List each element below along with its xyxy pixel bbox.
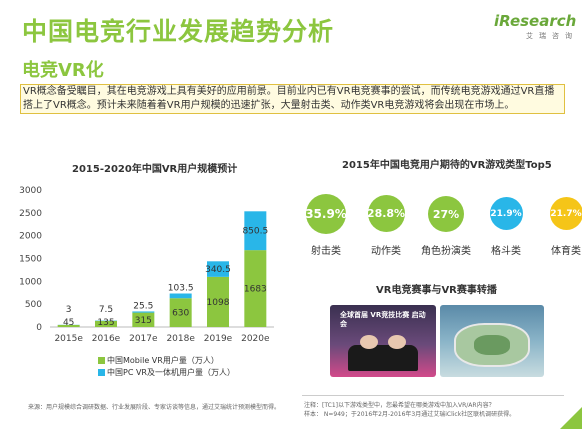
bar-pc-vr <box>207 261 229 277</box>
bar-pc-vr <box>244 211 267 251</box>
logo-text: iResearch <box>494 12 577 30</box>
bar-mobile-vr <box>132 312 155 327</box>
bubble-item: 21.7% 体育类 <box>536 194 582 257</box>
legend-swatch-mobile <box>98 356 105 364</box>
top5-chart-title: 2015年中国电竞用户期待的VR游戏类型Top5 <box>342 160 552 171</box>
brand-logo: iResearch 艾瑞咨询 <box>494 12 578 52</box>
bar-mobile-vr <box>207 276 229 327</box>
data-label-pc: 3 <box>66 305 72 315</box>
logo-subtext: 艾瑞咨询 <box>526 32 578 40</box>
vr-event-photo: 全球首届 VR竞技比赛 启动会 <box>330 305 436 377</box>
x-tick-label: 2019e <box>204 334 233 344</box>
bubble-item: 27% 角色扮演类 <box>416 194 476 257</box>
data-label-pc: 7.5 <box>99 305 113 315</box>
bubble-item: 35.9% 射击类 <box>296 194 356 257</box>
vr-headset-shape <box>348 345 418 371</box>
bar-mobile-vr <box>57 324 80 327</box>
y-tick-label: 0 <box>36 323 42 333</box>
legend-swatch-pc <box>98 368 105 376</box>
page-title: 中国电竞行业发展趋势分析 <box>22 17 335 46</box>
data-label-pc: 103.5 <box>168 284 194 294</box>
y-tick-label: 1000 <box>19 277 42 287</box>
legend-label-mobile: 中国Mobile VR用户量（万人） <box>107 355 219 365</box>
bubble-circle: 21.7% <box>549 197 582 230</box>
bar-mobile-vr <box>244 250 267 327</box>
intro-paragraph: VR概念备受瞩目，其在电竞游戏上具有美好的应用前景。目前业内已有VR电竞赛事的尝… <box>20 84 565 114</box>
bar-legend: 中国Mobile VR用户量（万人） 中国PC VR及一体机用户量（万人） <box>98 354 235 378</box>
bubble-label: 格斗类 <box>491 246 521 257</box>
bubble-item: 21.9% 格斗类 <box>476 194 536 257</box>
y-tick-label: 3000 <box>19 186 42 196</box>
legend-item-mobile: 中国Mobile VR用户量（万人） <box>98 354 235 366</box>
bubble-circle: 21.9% <box>489 197 523 230</box>
vr-broadcast-photo <box>440 305 544 377</box>
bubble-label: 体育类 <box>551 246 581 257</box>
data-label-mobile: 1683 <box>244 285 267 295</box>
bubble-item: 28.8% 动作类 <box>356 194 416 257</box>
top5-bubbles: 35.9% 射击类 28.8% 动作类 27% 角色扮演类 21.9% 格斗类 … <box>296 194 582 257</box>
source-note-right-2: 样本： N=949；于2016年2月-2016年3月通过艾瑞iClick社区联机… <box>304 411 516 418</box>
bubble-label: 动作类 <box>371 246 401 257</box>
x-tick-label: 2017e <box>129 334 158 344</box>
corner-decoration <box>560 407 582 429</box>
field-shape <box>474 335 510 355</box>
data-label-mobile: 630 <box>172 309 189 319</box>
bubble-circle: 27% <box>428 196 464 232</box>
person-head-shape <box>388 335 406 349</box>
bubble-circle: 28.8% <box>367 195 405 232</box>
source-note-left: 来源：用户规模综合调研数据、行业发展阶段、专家访谈等信息，通过艾瑞统计预测模型而… <box>28 404 281 411</box>
bar-mobile-vr <box>95 320 117 327</box>
legend-label-pc: 中国PC VR及一体机用户量（万人） <box>107 367 235 377</box>
data-label-mobile: 45 <box>63 318 74 328</box>
data-label-pc: 850.5 <box>242 227 268 237</box>
y-tick-label: 1500 <box>19 255 42 265</box>
data-label-mobile: 1098 <box>207 298 230 308</box>
vr-event-photo-caption: 全球首届 VR竞技比赛 启动会 <box>340 311 426 328</box>
notes-divider <box>302 395 564 396</box>
x-tick-label: 2015e <box>54 334 83 344</box>
bar-mobile-vr <box>169 298 192 327</box>
y-tick-label: 2500 <box>19 209 42 219</box>
bar-pc-vr <box>169 293 192 299</box>
vr-section-title: VR电竞赛事与VR赛事转播 <box>376 285 497 296</box>
data-label-mobile: 315 <box>135 316 152 326</box>
vr-user-bar-chart: 0 500 1000 1500 2000 2500 3000 2015e 45 3 2016e 13… <box>19 186 274 344</box>
data-label-pc: 340.5 <box>205 265 231 275</box>
bar-chart-title: 2015-2020年中国VR用户规模预计 <box>72 164 238 175</box>
source-note-right-1: 注释：[TC1]以下游戏类型中，您最希望在哪类游戏中加入VR/AR内容？ <box>304 402 495 409</box>
bubble-circle: 35.9% <box>305 194 347 234</box>
y-tick-label: 2000 <box>19 232 42 242</box>
page-subtitle: 电竞VR化 <box>22 60 104 81</box>
bubble-label: 角色扮演类 <box>421 246 471 257</box>
data-label-pc: 25.5 <box>133 301 153 311</box>
x-tick-label: 2018e <box>166 334 195 344</box>
data-label-mobile: 135 <box>97 318 114 328</box>
x-tick-label: 2020e <box>241 334 270 344</box>
x-tick-label: 2016e <box>92 334 121 344</box>
y-tick-label: 500 <box>25 300 42 310</box>
bubble-label: 射击类 <box>311 246 341 257</box>
person-head-shape <box>360 335 378 349</box>
bar-pc-vr <box>132 311 155 313</box>
legend-item-pc: 中国PC VR及一体机用户量（万人） <box>98 366 235 378</box>
